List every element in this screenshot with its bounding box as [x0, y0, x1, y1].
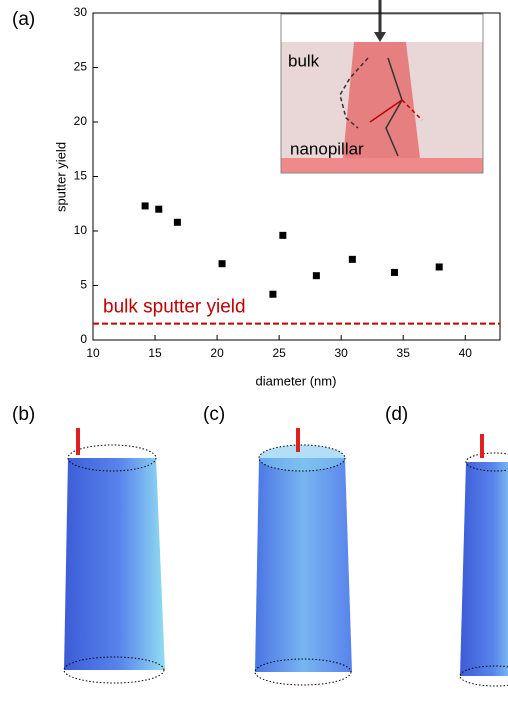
point	[391, 268, 399, 276]
point	[218, 260, 226, 268]
pillar-b	[63, 428, 165, 684]
x-axis-label: diameter (nm)	[256, 373, 337, 388]
x-tick-label: 25	[272, 346, 286, 360]
pillar	[255, 458, 352, 672]
pillar	[64, 458, 165, 670]
pillar-outline	[67, 444, 157, 472]
reference-label: bulk sputter yield	[103, 297, 246, 318]
panel-label: (d)	[385, 404, 408, 425]
point	[279, 231, 287, 239]
inset-pillar	[343, 42, 420, 158]
panel-label: (c)	[203, 404, 225, 425]
y-axis-label: sputter yield	[53, 142, 68, 212]
inset-frame	[280, 13, 484, 174]
inset-label: bulk	[288, 51, 320, 70]
x-tick-label: 20	[210, 346, 224, 360]
ion-arrow-head	[374, 32, 386, 42]
point	[173, 218, 181, 226]
y-tick-label: 10	[74, 223, 88, 237]
trajectory	[401, 99, 423, 121]
pillar-d	[459, 434, 508, 687]
x-tick-label: 40	[459, 346, 473, 360]
y-tick-label: 20	[74, 114, 88, 128]
pillar-outline	[63, 656, 165, 684]
panel-label: (b)	[12, 404, 35, 425]
point	[269, 290, 277, 298]
x-tick-label: 35	[397, 346, 411, 360]
pillar-outline	[254, 658, 352, 686]
pillar-outline	[465, 452, 508, 472]
point	[348, 255, 356, 263]
x-tick-label: 30	[334, 346, 348, 360]
trajectory	[369, 99, 403, 123]
trajectory	[385, 57, 403, 157]
point	[312, 272, 320, 280]
x-tick-label: 10	[86, 346, 100, 360]
y-tick-label: 25	[74, 60, 88, 74]
y-tick-label: 5	[80, 278, 87, 292]
pillar-c	[254, 428, 352, 686]
x-tick-label: 15	[148, 346, 162, 360]
pillar-outline	[258, 444, 346, 472]
y-tick-label: 15	[74, 169, 88, 183]
point	[435, 263, 443, 271]
inset-label: nanopillar	[290, 139, 364, 158]
pillar	[460, 462, 508, 676]
inset-base	[281, 158, 483, 173]
point	[141, 202, 149, 210]
trajectory	[339, 57, 369, 129]
y-tick-label: 30	[74, 5, 88, 19]
inset: bulk nanopillar	[280, 0, 484, 174]
point	[155, 205, 163, 213]
panel-label: (a)	[12, 9, 35, 30]
y-tick-label: 0	[80, 332, 87, 346]
